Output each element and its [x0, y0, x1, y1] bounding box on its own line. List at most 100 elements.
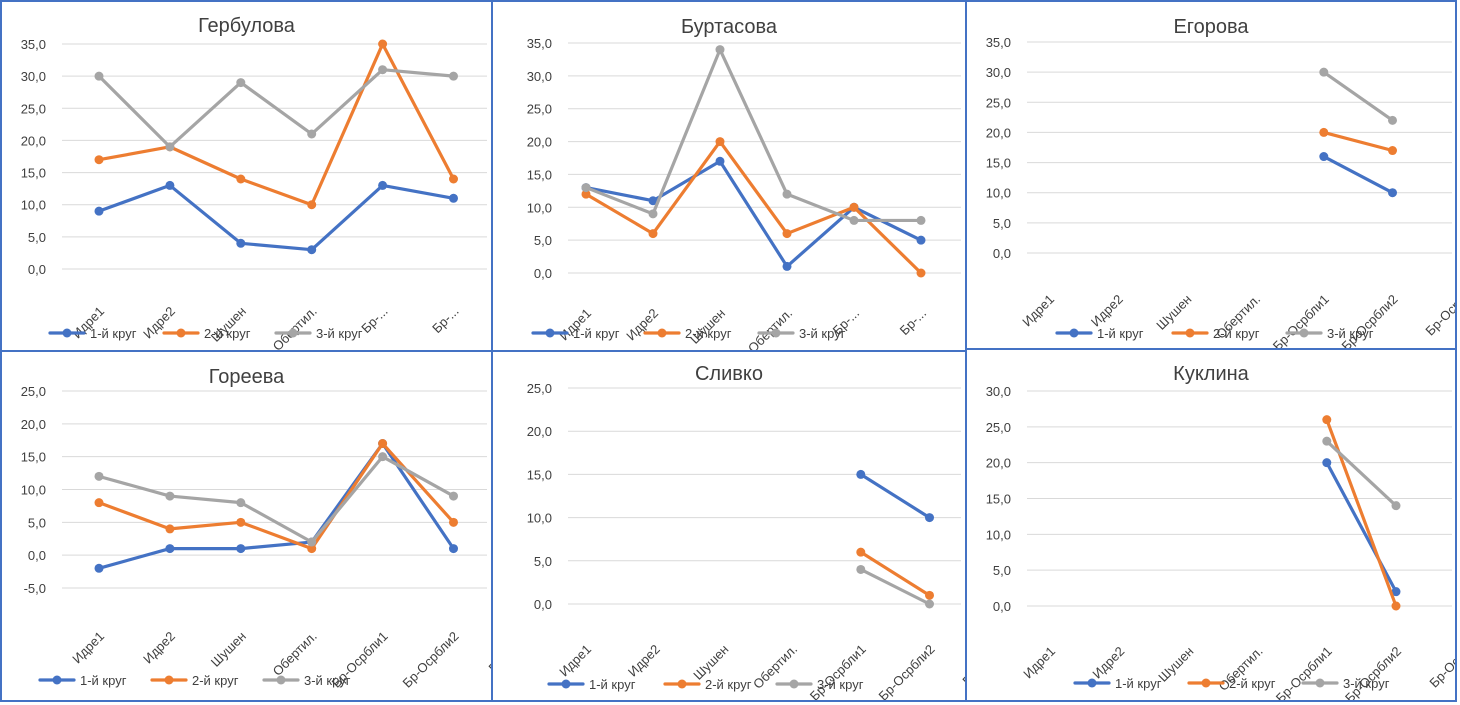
data-point [1391, 501, 1401, 511]
data-point [925, 513, 934, 523]
legend-marker [545, 328, 555, 338]
data-point [236, 498, 246, 508]
legend-marker [657, 328, 667, 338]
x-tick-label: Бр-Осрбли2 [1342, 644, 1404, 700]
y-tick-label: 10,0 [527, 511, 552, 526]
data-point [307, 200, 317, 210]
legend-marker [276, 675, 286, 685]
y-tick-label: 15,0 [986, 156, 1011, 171]
chart-svg: Егорова 0,0 5,0 10,0 15,0 20,0 25,0 30,0 35,0 Идр… [986, 16, 1455, 348]
series-group [581, 156, 926, 271]
x-tick-label: Шушен [1153, 292, 1194, 333]
x-tick-label: Идре2 [625, 642, 663, 680]
legend-marker [288, 328, 298, 338]
y-tick-label: 35,0 [986, 35, 1011, 50]
data-point [916, 215, 926, 225]
legend-label: 3-й круг [1327, 326, 1374, 341]
data-point [1391, 601, 1401, 611]
series-line [97, 42, 456, 207]
data-point [916, 268, 926, 278]
data-point [1388, 115, 1397, 125]
data-point [1388, 146, 1397, 156]
legend-marker [1087, 678, 1097, 688]
chart-panel-goreeva: Гореева -5,0 0,0 5,0 10,0 15,0 20,0 25,0 Идре1 Ид… [0, 350, 493, 702]
x-tick-label: Обертил. [745, 306, 795, 350]
legend-label: 2-й круг [1229, 676, 1276, 691]
x-tick-label: Идре2 [1088, 292, 1126, 330]
series-group [1319, 127, 1397, 156]
y-tick-label: -5,0 [24, 581, 46, 596]
x-tick-label: Обертил. [270, 304, 320, 350]
legend-marker [1315, 678, 1325, 688]
data-point [849, 215, 859, 225]
data-point [236, 544, 246, 554]
series-group [856, 469, 934, 523]
data-point [94, 155, 104, 165]
series-group [856, 564, 934, 609]
legend-marker [164, 675, 174, 685]
data-point [715, 45, 725, 55]
y-tick-label: 0,0 [28, 262, 46, 277]
series-group [1322, 458, 1401, 597]
chart-title: Буртасова [681, 16, 778, 38]
chart-panel-gerbulova: Гербулова 0,0 5,0 10,0 15,0 20,0 25,0 30,0 35,0 И… [0, 0, 493, 352]
data-point [307, 544, 317, 554]
y-tick-label: 10,0 [986, 527, 1011, 542]
series-line [584, 139, 923, 275]
data-point [1319, 152, 1329, 162]
data-point [925, 590, 934, 600]
y-tick-label: 15,0 [21, 166, 46, 181]
data-point [165, 142, 175, 152]
x-tick-label: Бр-Осрбли2 [399, 629, 461, 691]
legend-label: 2-й круг [1213, 326, 1260, 341]
series-line [97, 68, 456, 149]
x-tick-label: Идре2 [140, 304, 178, 342]
chart-svg: Гербулова 0,0 5,0 10,0 15,0 20,0 25,0 30,0 35,0 И… [21, 15, 487, 350]
y-tick-label: 25,0 [986, 420, 1011, 435]
y-tick-label: 10,0 [986, 186, 1011, 201]
data-point [236, 517, 246, 527]
data-point [782, 229, 792, 239]
data-point [648, 229, 658, 239]
y-tick-label: 25,0 [21, 101, 46, 116]
y-tick-label: 15,0 [21, 450, 46, 465]
legend-label: 2-й круг [705, 677, 752, 692]
series-line [1322, 70, 1395, 122]
data-point [648, 196, 658, 206]
data-point [307, 537, 317, 547]
y-tick-label: 25,0 [21, 384, 46, 399]
data-point [449, 544, 458, 554]
legend-marker [52, 675, 62, 685]
data-point [449, 517, 458, 527]
series-line [1325, 418, 1398, 608]
y-tick-label: 35,0 [527, 36, 552, 51]
legend-marker [561, 679, 571, 689]
y-tick-label: 20,0 [21, 417, 46, 432]
legend-label: 2-й круг [204, 326, 251, 341]
y-tick-label: 20,0 [986, 125, 1011, 140]
y-tick-label: 10,0 [21, 483, 46, 498]
y-tick-label: 0,0 [993, 246, 1011, 261]
data-point [378, 439, 388, 449]
y-tick-label: 20,0 [21, 133, 46, 148]
x-tick-label: Бр-... [429, 304, 461, 336]
legend-label: 2-й круг [685, 326, 732, 341]
chart-title: Сливко [695, 363, 763, 385]
data-point [449, 174, 458, 184]
data-point [581, 183, 591, 193]
x-tick-label: Обертил. [270, 629, 320, 679]
data-point [916, 235, 926, 245]
chart-title: Куклина [1173, 363, 1250, 385]
data-point [94, 563, 104, 573]
legend-marker [677, 679, 687, 689]
legend-label: 2-й круг [192, 673, 239, 688]
data-point [856, 564, 866, 574]
y-tick-label: 20,0 [527, 135, 552, 150]
data-point [236, 78, 246, 88]
series-line [97, 441, 456, 570]
series-line [97, 183, 456, 252]
data-point [236, 238, 246, 248]
y-tick-label: 15,0 [527, 467, 552, 482]
